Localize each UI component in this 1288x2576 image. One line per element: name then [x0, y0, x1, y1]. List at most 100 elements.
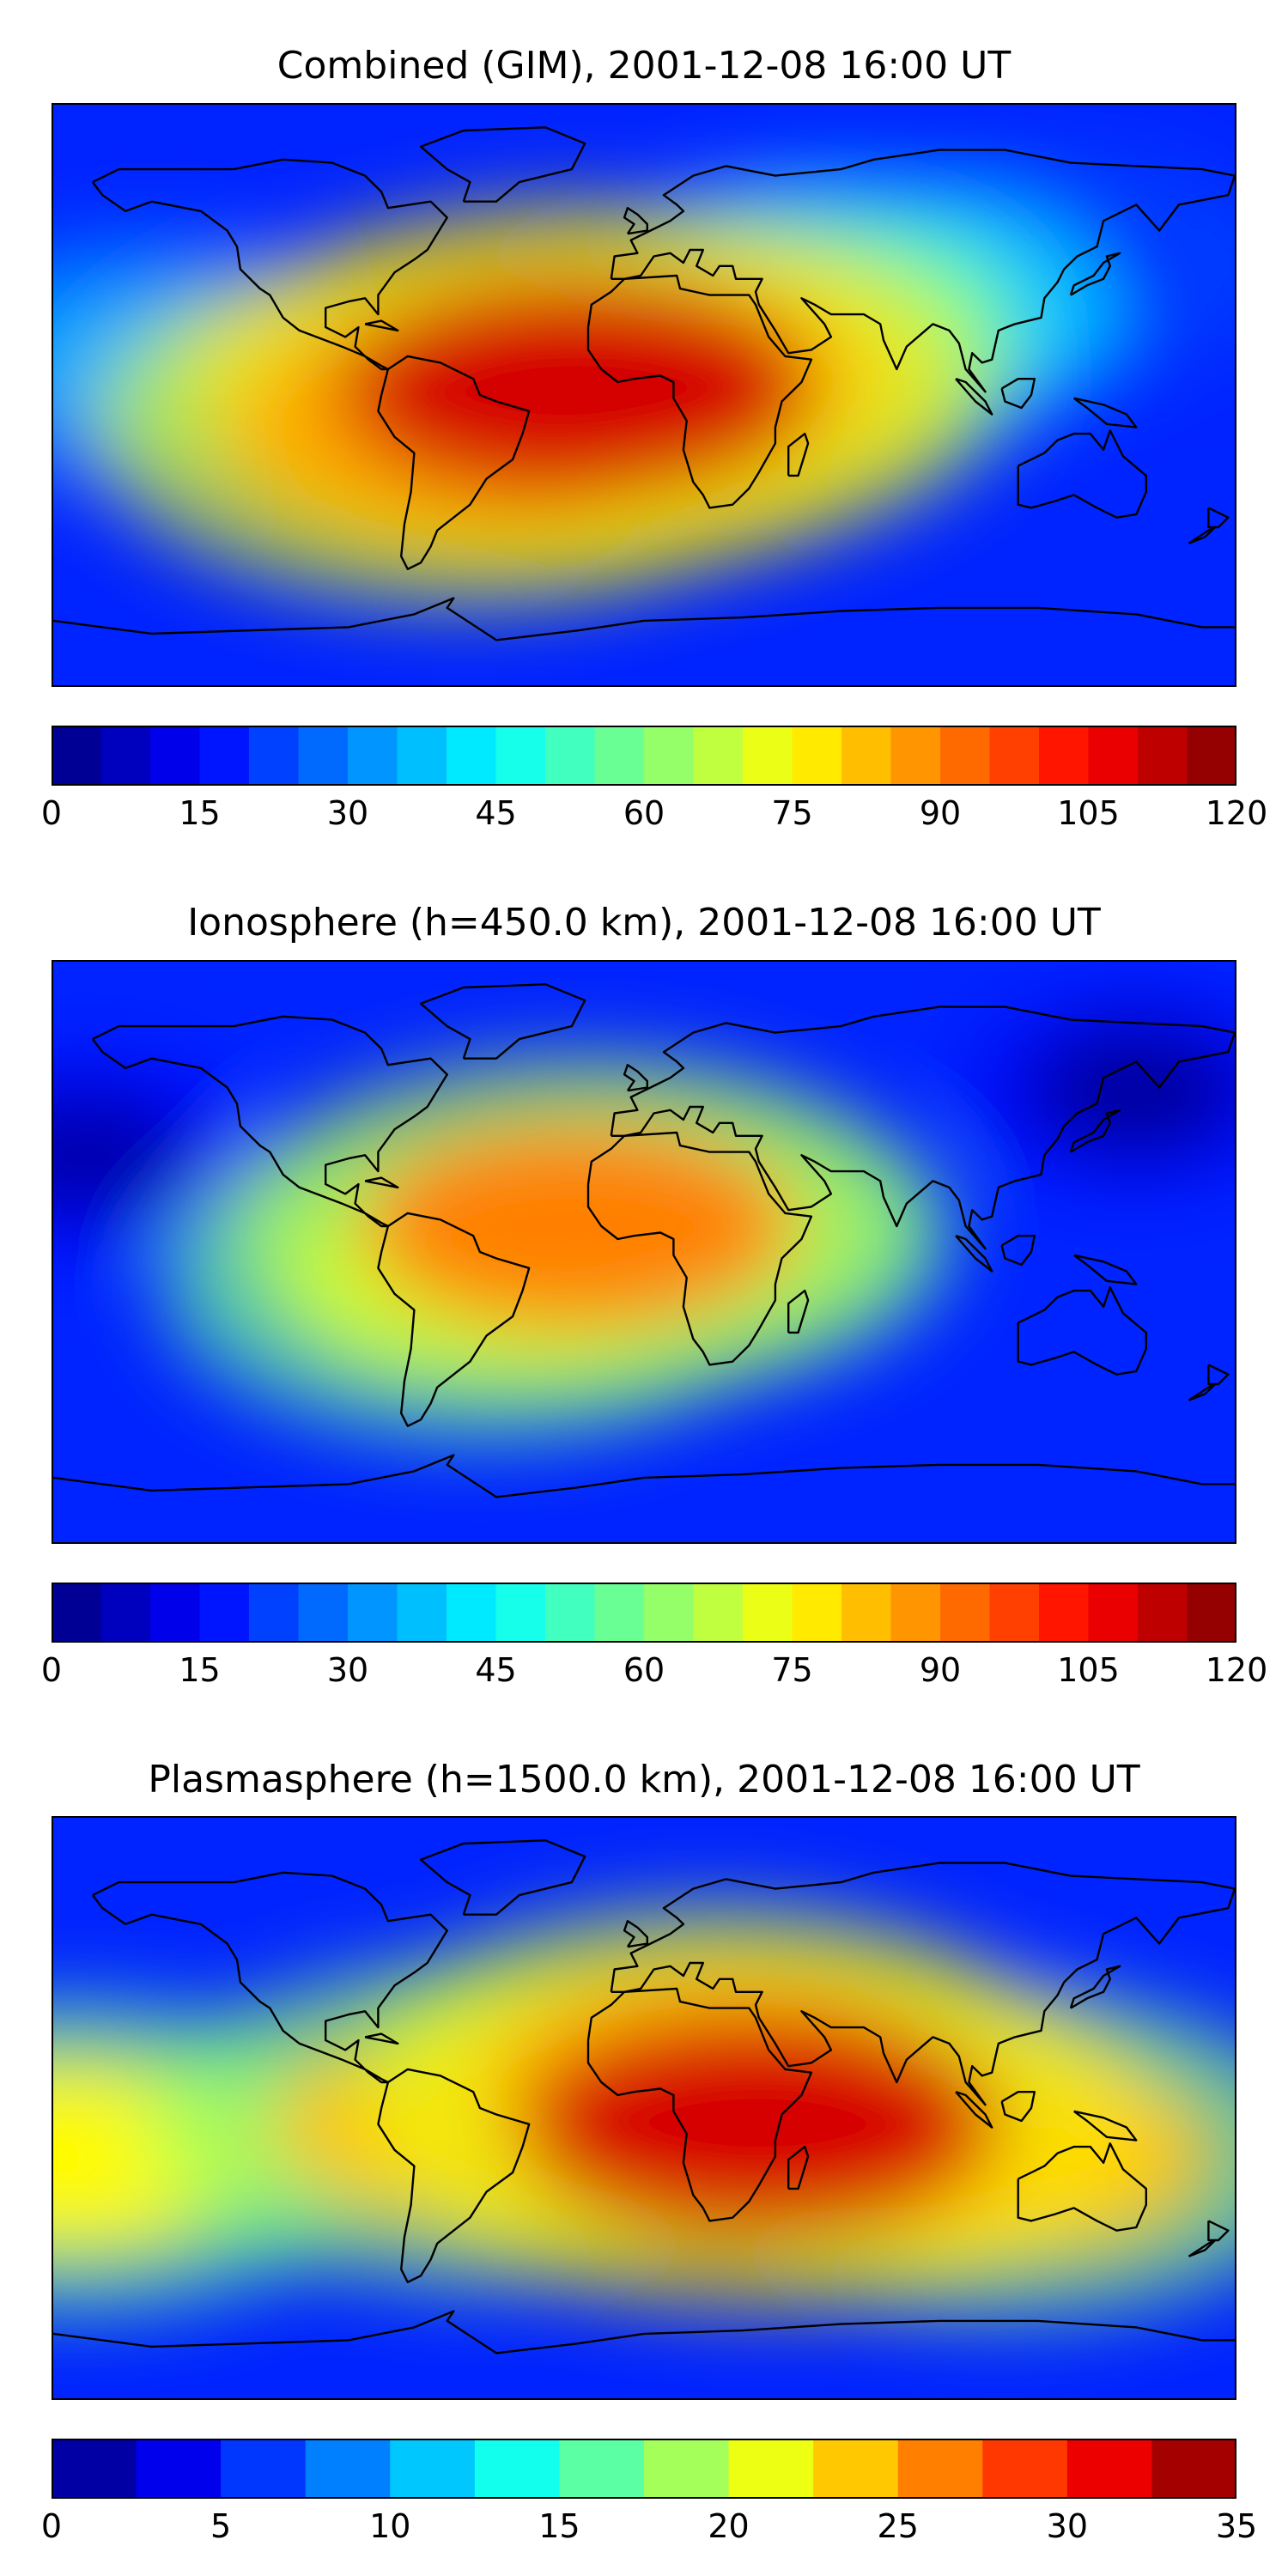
coastline — [1017, 2142, 1147, 2232]
colorbar-segment — [52, 1583, 102, 1643]
colorbar-border — [52, 1583, 1236, 1643]
colorbar-segment — [1039, 1583, 1090, 1643]
map-field — [53, 1818, 1235, 2398]
coastline — [91, 1871, 448, 2084]
coastline — [53, 597, 1235, 641]
colorbar — [52, 1583, 1236, 1643]
colorbar-segment — [100, 1583, 151, 1643]
colorbar-tick-label: 45 — [475, 794, 517, 832]
colorbar-segment — [298, 726, 349, 786]
colorbar-segment — [1187, 1583, 1236, 1643]
colorbar-segment — [559, 2439, 645, 2499]
field-peak — [359, 1121, 798, 1332]
coastline — [787, 1289, 810, 1334]
colorbar — [52, 2439, 1236, 2499]
tec-map — [52, 103, 1236, 687]
colorbar-tick-label: 75 — [771, 1651, 813, 1689]
chart-title: Plasmasphere (h=1500.0 km), 2001-12-08 1… — [148, 1758, 1140, 1801]
coastline — [787, 2145, 810, 2190]
colorbar-segment — [792, 726, 842, 786]
coastline — [53, 1454, 1235, 1498]
coastline — [787, 432, 810, 477]
colorbar-tick-label: 105 — [1057, 1651, 1120, 1689]
colorbar-segment — [890, 1583, 941, 1643]
colorbar-tick-label: 5 — [210, 2507, 232, 2545]
coastline — [91, 1015, 448, 1228]
colorbar-tick-label: 15 — [179, 1651, 221, 1689]
coastline — [623, 1064, 648, 1092]
coastline — [586, 274, 813, 509]
colorbar-segment — [249, 726, 300, 786]
coastline — [1000, 378, 1036, 410]
coastline — [377, 1212, 531, 1427]
colorbar-tick-label: 105 — [1057, 794, 1120, 832]
colorbar-tick-label: 25 — [877, 2507, 919, 2545]
coastline — [610, 1862, 1235, 2106]
colorbar-segment — [1187, 726, 1236, 786]
colorbar-tick-label: 30 — [326, 1651, 369, 1689]
colorbar-segment — [1039, 726, 1090, 786]
colorbar-svg — [52, 2439, 1236, 2499]
colorbar-tick-label: 45 — [475, 1651, 517, 1689]
tec-map — [52, 960, 1236, 1544]
colorbar-segment — [1088, 726, 1139, 786]
colorbar-segment — [447, 726, 497, 786]
coastline — [1000, 1235, 1036, 1267]
chart-title: Ionosphere (h=450.0 km), 2001-12-08 16:0… — [187, 901, 1101, 945]
map-field — [53, 962, 1235, 1542]
coastline — [610, 149, 1235, 393]
colorbar-segment — [1066, 2439, 1153, 2499]
colorbar-segment — [792, 1583, 842, 1643]
colorbar-tick-label: 0 — [40, 794, 63, 832]
coastline — [1069, 1109, 1121, 1153]
colorbar-tick-label: 30 — [326, 794, 369, 832]
coastline — [364, 1176, 399, 1189]
coastline — [53, 2310, 1235, 2354]
colorbar-segment — [841, 1583, 892, 1643]
colorbar-segment — [221, 2439, 307, 2499]
colorbar-segment — [52, 726, 102, 786]
colorbar-segment — [989, 1583, 1040, 1643]
colorbar-segment — [298, 1583, 349, 1643]
colorbar-segment — [545, 726, 596, 786]
colorbar-tick-label: 120 — [1205, 1651, 1268, 1689]
colorbar-segment — [52, 2439, 137, 2499]
colorbar-segment — [594, 726, 645, 786]
coastline — [1207, 2220, 1230, 2242]
colorbar-segment — [841, 726, 892, 786]
colorbar-tick-label: 0 — [40, 2507, 63, 2545]
colorbar-ticks: 0 15 30 45 60 75 90 105 120 — [41, 794, 1267, 837]
colorbar-segment — [890, 726, 941, 786]
colorbar-tick-label: 15 — [179, 794, 221, 832]
colorbar-segment — [813, 2439, 899, 2499]
colorbar-segment — [1088, 1583, 1139, 1643]
colorbar-tick-label: 10 — [369, 2507, 411, 2545]
colorbar-tick-label: 90 — [919, 794, 962, 832]
colorbar-segment — [495, 1583, 546, 1643]
colorbar-segment — [249, 1583, 300, 1643]
coastline — [1017, 429, 1147, 519]
colorbar-segment — [594, 1583, 645, 1643]
coastline — [1188, 2239, 1217, 2257]
colorbar-segment — [1151, 2439, 1236, 2499]
colorbar-segment — [397, 726, 447, 786]
coastline — [419, 983, 586, 1060]
colorbar-segment — [199, 726, 250, 786]
colorbar-svg — [52, 726, 1236, 786]
coastline — [364, 2032, 399, 2045]
colorbar-segment — [982, 2439, 1068, 2499]
colorbar-segment — [447, 1583, 497, 1643]
colorbar-tick-label: 60 — [623, 1651, 665, 1689]
coastline — [419, 126, 586, 203]
coastline — [377, 2068, 531, 2283]
colorbar-segment — [495, 726, 546, 786]
colorbar-segment — [693, 1583, 744, 1643]
coastline — [623, 207, 648, 235]
coastline — [1072, 1254, 1138, 1285]
colorbar-tick-label: 60 — [623, 794, 665, 832]
colorbar-segment — [1138, 726, 1188, 786]
colorbar-tick-label: 15 — [538, 2507, 580, 2545]
coastline — [955, 2091, 993, 2129]
colorbar-segment — [474, 2439, 561, 2499]
coastline — [610, 1005, 1235, 1250]
